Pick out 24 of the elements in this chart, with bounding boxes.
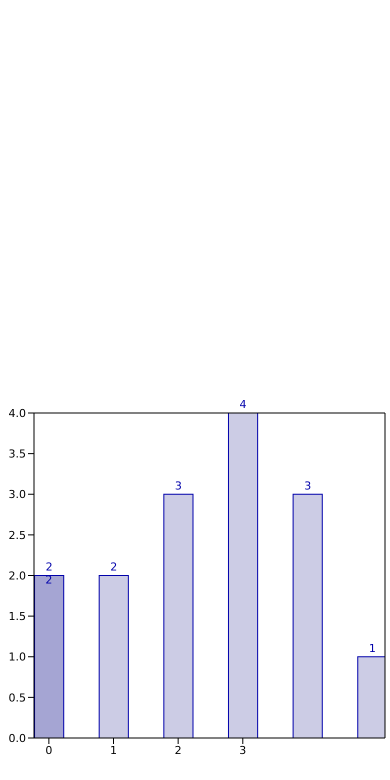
y-tick-label: 2.0 [8,569,26,582]
annotation: 2 [46,560,53,574]
y-tick-label: 4.0 [8,406,26,420]
y-tick-label: 1.0 [8,650,26,664]
x-tick-label: 2 [174,744,182,757]
bar [98,575,129,738]
data-label: 3 [304,479,312,492]
y-tick-label: 2.5 [8,528,26,542]
bar [228,413,258,738]
data-label: 3 [174,479,182,492]
y-tick-label: 3.0 [8,488,26,502]
data-label: 4 [240,398,247,411]
y-tick-label: 3.5 [8,448,26,461]
bar [292,494,323,738]
data-label: 2 [110,560,118,574]
y-tick-label: 0.5 [8,691,26,704]
x-tick-label: 3 [239,744,246,757]
bar [34,575,64,738]
x-tick-label: 0 [45,744,52,757]
bar [163,494,194,738]
y-tick-label: 0.0 [8,732,26,745]
y-tick-label: 1.5 [8,610,26,624]
x-tick-label: 1 [110,744,118,757]
data-label: 1 [368,642,376,655]
